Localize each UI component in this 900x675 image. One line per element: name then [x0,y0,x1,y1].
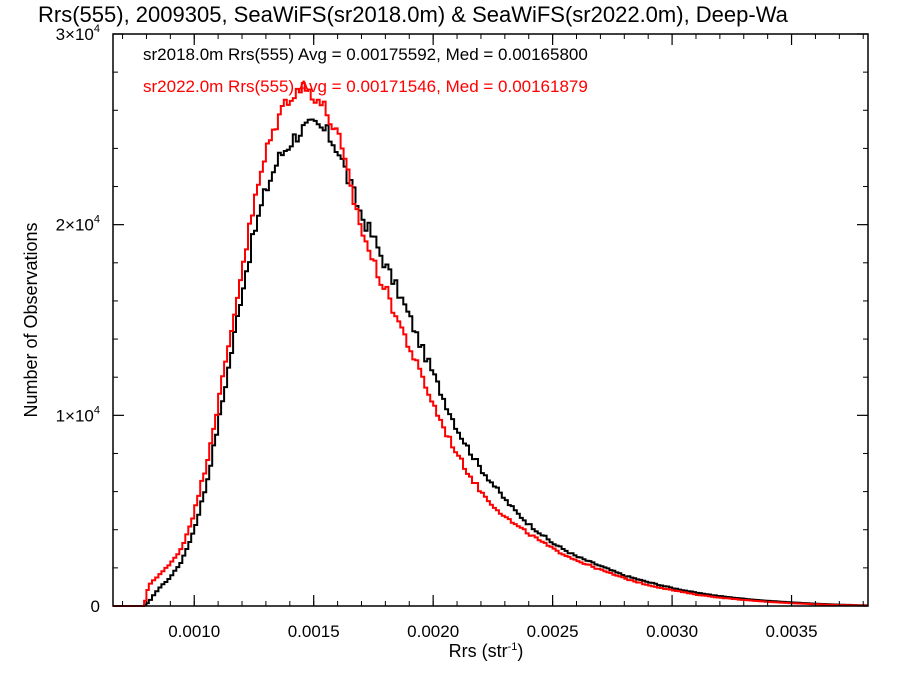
x-tick-label: 0.0010 [168,622,220,641]
x-axis-label: Rrs (str-1) [449,641,524,661]
chart-title: Rrs(555), 2009305, SeaWiFS(sr2018.0m) & … [38,2,788,27]
series-sr2018.0m-line [113,118,868,607]
y-tick-label: 1×104 [56,404,100,425]
y-tick-label: 0 [91,597,100,616]
ticks-layer [113,33,868,607]
x-tick-label: 0.0020 [407,622,459,641]
x-tick-label: 0.0025 [527,622,579,641]
tick-labels-layer: 0.0010 0.0015 0.0020 0.0025 0.0030 0.0035 0 1×1… [56,23,818,641]
x-axis-label-sup: -1 [508,641,518,653]
plot-frame [112,33,869,607]
x-axis-label-end: ) [517,641,523,661]
legend-entry: sr2018.0m Rrs(555) Avg = 0.00175592, Med… [143,45,588,64]
y-tick-label: 2×104 [56,214,100,235]
legend: sr2018.0m Rrs(555) Avg = 0.00175592, Med… [143,45,588,96]
x-tick-label: 0.0015 [288,622,340,641]
y-axis-label: Number of Observations [21,222,41,417]
x-tick-label: 0.0035 [766,622,818,641]
legend-entry: sr2022.0m Rrs(555) Avg = 0.00171546, Med… [143,77,588,96]
series-layer [113,82,868,607]
y-tick-label: 3×104 [56,23,100,44]
series-sr2022.0m-line [113,82,868,607]
x-axis-label-main: Rrs (str [449,641,508,661]
x-tick-label: 0.0030 [646,622,698,641]
